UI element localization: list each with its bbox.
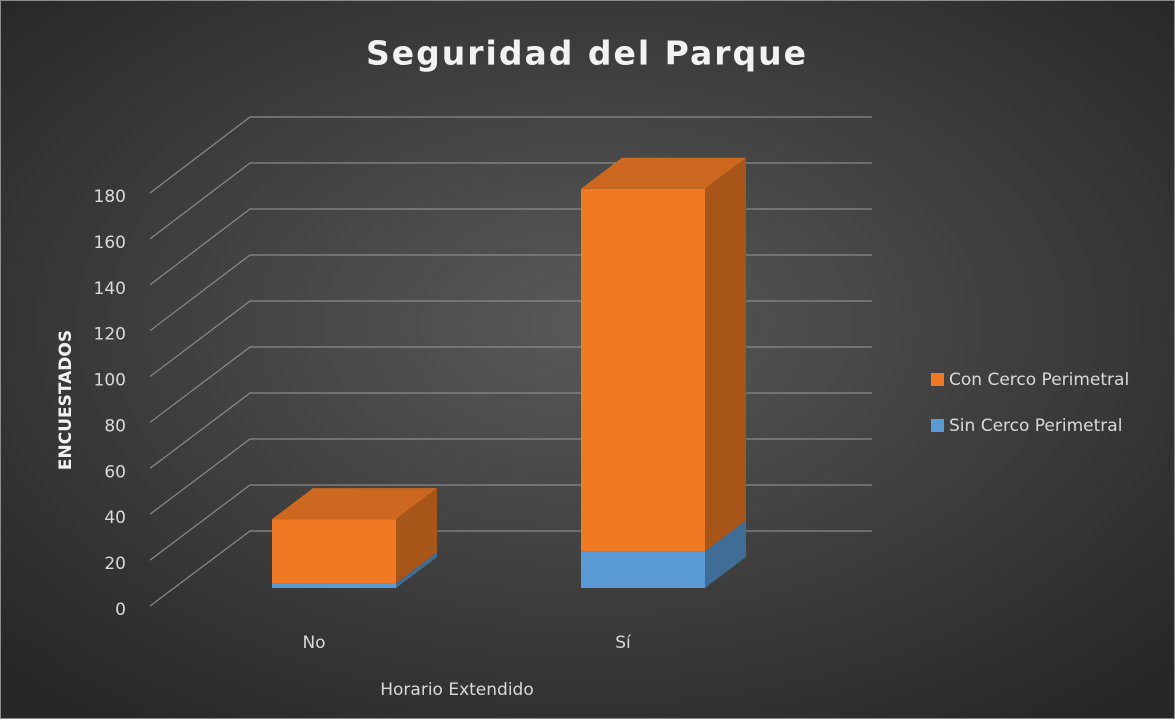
legend-label: Con Cerco Perimetral bbox=[949, 370, 1129, 390]
bar bbox=[581, 551, 705, 588]
bar bbox=[272, 583, 396, 588]
bar-side bbox=[705, 157, 746, 552]
y-tick-label: 160 bbox=[94, 233, 126, 253]
legend-swatch bbox=[931, 373, 944, 386]
grid-line bbox=[149, 116, 872, 194]
y-tick-label: 20 bbox=[104, 554, 126, 574]
y-tick-label: 80 bbox=[104, 416, 126, 436]
bar-side bbox=[396, 488, 437, 584]
y-tick-label: 60 bbox=[104, 462, 126, 482]
bar-side bbox=[396, 552, 437, 588]
y-axis-title: ENCUESTADOS bbox=[56, 330, 76, 470]
y-tick-label: 120 bbox=[94, 325, 126, 345]
x-axis-title: Horario Extendido bbox=[380, 680, 534, 700]
y-tick-label: 180 bbox=[94, 187, 126, 207]
bar bbox=[272, 519, 396, 584]
bar-side bbox=[705, 520, 746, 588]
y-tick-label: 40 bbox=[104, 508, 126, 528]
chart-title: Seguridad del Parque bbox=[366, 34, 808, 73]
x-tick-label: No bbox=[302, 633, 325, 653]
y-tick-label: 0 bbox=[115, 600, 126, 620]
y-tick-label: 140 bbox=[94, 279, 126, 299]
legend-swatch bbox=[931, 419, 944, 432]
bar bbox=[581, 188, 705, 552]
x-tick-label: Sí bbox=[615, 633, 632, 653]
bar-top bbox=[581, 157, 746, 189]
legend-label: Sin Cerco Perimetral bbox=[949, 416, 1122, 436]
y-tick-label: 100 bbox=[94, 371, 126, 391]
bar-top bbox=[272, 488, 437, 520]
